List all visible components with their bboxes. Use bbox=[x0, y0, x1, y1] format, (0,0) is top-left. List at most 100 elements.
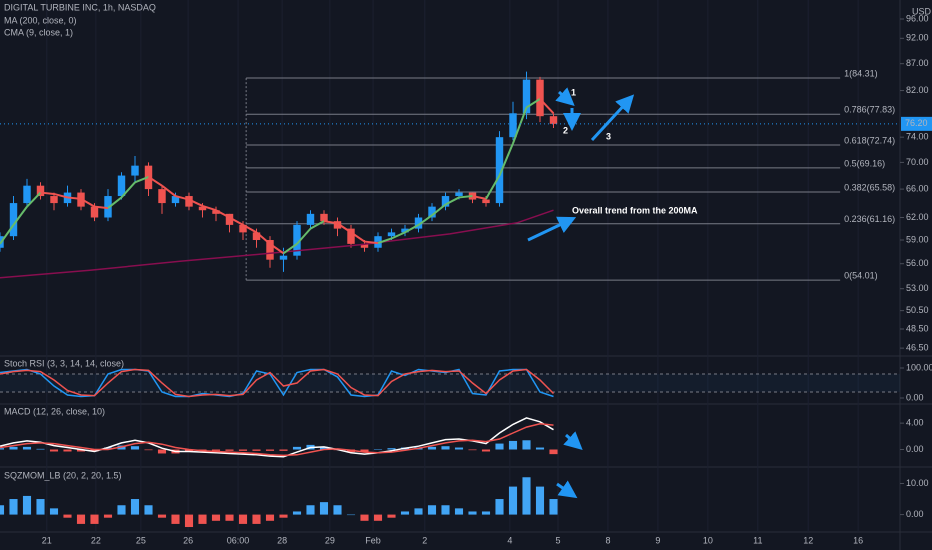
histogram-bar bbox=[400, 511, 410, 515]
y-tick-label: 74.00 bbox=[906, 132, 929, 142]
cma-segment bbox=[485, 175, 501, 200]
histogram-bar bbox=[481, 449, 491, 452]
histogram-bar bbox=[549, 499, 558, 515]
candle-body bbox=[198, 206, 207, 211]
cma-segment bbox=[431, 203, 447, 217]
cma-segment bbox=[229, 216, 244, 226]
cma-segment bbox=[336, 222, 352, 234]
x-tick-label: 8 bbox=[605, 535, 610, 545]
cma-segment bbox=[269, 243, 285, 255]
candle-body bbox=[104, 196, 112, 218]
band-fill bbox=[0, 373, 900, 392]
fib-label: 0.786(77.83) bbox=[844, 105, 895, 115]
y-tick-label: 0.00 bbox=[906, 444, 924, 454]
arrow bbox=[555, 87, 575, 106]
cma-segment bbox=[12, 206, 28, 226]
histogram-bar bbox=[481, 511, 491, 515]
histogram-bar bbox=[211, 514, 221, 521]
candle-body bbox=[293, 224, 301, 256]
cma-segment bbox=[255, 231, 271, 245]
x-tick-label: 16 bbox=[853, 535, 863, 545]
histogram-bar bbox=[90, 449, 99, 452]
cma-segment bbox=[404, 224, 419, 234]
candle-body bbox=[428, 206, 436, 218]
chart-title: DIGITAL TURBINE INC, 1h, NASDAQ bbox=[4, 2, 156, 12]
candle-body bbox=[266, 240, 274, 260]
histogram-bar bbox=[144, 449, 153, 451]
cma-segment bbox=[539, 98, 555, 114]
histogram-bar bbox=[252, 449, 261, 451]
histogram-bar bbox=[508, 440, 518, 450]
x-tick-label: 4 bbox=[507, 535, 512, 545]
last-price-box bbox=[901, 116, 932, 131]
y-tick-label: 70.00 bbox=[906, 157, 929, 167]
histogram-bar bbox=[0, 505, 5, 515]
candle-body bbox=[158, 189, 166, 204]
histogram-bar bbox=[171, 514, 180, 524]
y-tick-label: 66.00 bbox=[906, 183, 929, 193]
x-tick-label: 5 bbox=[555, 535, 560, 545]
annotation: 1 bbox=[571, 87, 576, 97]
histogram-bar bbox=[414, 508, 423, 515]
y-tick-label: 87.00 bbox=[906, 58, 929, 68]
pane-title: SQZMOM_LB (20, 2, 20, 1.5) bbox=[4, 470, 122, 480]
histogram-bar bbox=[522, 440, 531, 450]
histogram-bar bbox=[76, 514, 86, 524]
fib-label: 1(84.31) bbox=[844, 68, 878, 78]
candle-body bbox=[441, 196, 450, 207]
arrow bbox=[590, 94, 635, 142]
y-tick-label: 92.00 bbox=[906, 33, 929, 43]
legend-entry: MA (200, close, 0) bbox=[4, 15, 77, 25]
candle-body bbox=[36, 185, 45, 197]
cma-segment bbox=[120, 181, 136, 199]
cma-segment bbox=[512, 107, 528, 144]
cma-segment bbox=[417, 214, 433, 226]
cma-segment bbox=[215, 209, 230, 219]
cma-segment bbox=[350, 231, 366, 243]
histogram-bar bbox=[468, 511, 477, 515]
histogram-bar bbox=[522, 477, 531, 515]
histogram-bar bbox=[90, 514, 99, 524]
x-tick-label: 10 bbox=[703, 535, 713, 545]
fib-label: 0.236(61.16) bbox=[844, 214, 895, 224]
cma-segment bbox=[53, 192, 68, 199]
annotation: 3 bbox=[606, 131, 611, 141]
fib-label: 0.382(65.58) bbox=[844, 182, 895, 192]
cma-segment bbox=[472, 195, 487, 200]
x-tick-label: 06:00 bbox=[227, 535, 250, 545]
cma-segment bbox=[147, 176, 163, 187]
histogram-bar bbox=[9, 446, 18, 450]
candle-body bbox=[90, 206, 99, 218]
cma-segment bbox=[323, 220, 338, 225]
cma-segment bbox=[161, 184, 177, 197]
y-tick-label: 62.00 bbox=[906, 212, 929, 222]
histogram-bar bbox=[306, 505, 315, 515]
histogram-bar bbox=[130, 499, 140, 515]
indicator-line bbox=[0, 423, 554, 457]
histogram-bar bbox=[103, 447, 113, 450]
candle-body bbox=[185, 196, 193, 207]
y-tick-label: 53.00 bbox=[906, 283, 929, 293]
histogram-bar bbox=[36, 448, 45, 450]
x-tick-label: 9 bbox=[655, 535, 660, 545]
histogram-bar bbox=[360, 514, 369, 521]
histogram-bar bbox=[9, 499, 18, 515]
candle-body bbox=[171, 196, 180, 204]
histogram-bar bbox=[535, 447, 545, 450]
histogram-bar bbox=[292, 511, 302, 515]
y-tick-label: 10.00 bbox=[906, 478, 929, 488]
x-tick-label: 28 bbox=[277, 535, 287, 545]
y-tick-label: 59.00 bbox=[906, 234, 929, 244]
histogram-bar bbox=[103, 514, 113, 518]
cma-segment bbox=[134, 175, 149, 184]
arrows bbox=[527, 87, 635, 499]
candle-body bbox=[387, 232, 396, 237]
x-tick-label: 21 bbox=[42, 535, 52, 545]
histogram-bar bbox=[184, 449, 194, 452]
histogram-bar bbox=[265, 449, 275, 451]
candle-body bbox=[23, 185, 31, 204]
candle-body bbox=[117, 175, 126, 197]
cma-segment bbox=[175, 195, 190, 201]
